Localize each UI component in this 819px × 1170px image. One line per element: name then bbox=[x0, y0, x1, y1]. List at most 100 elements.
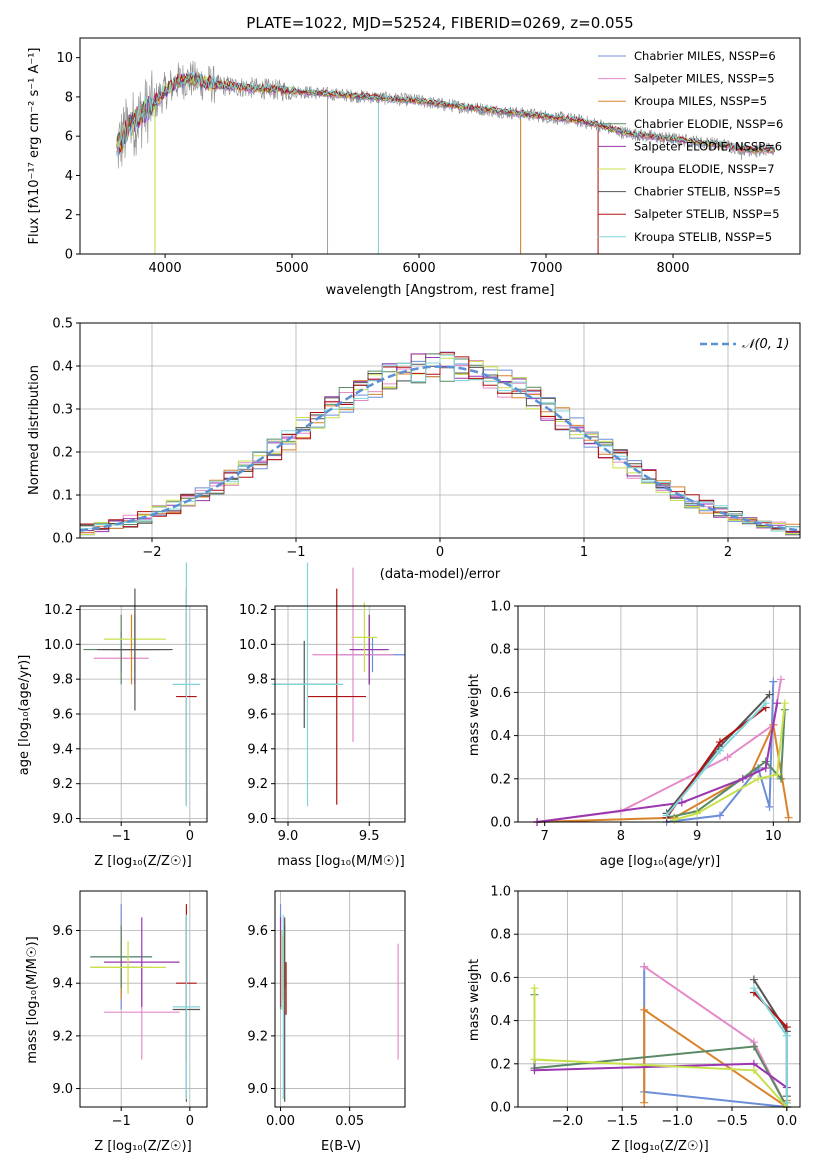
weight-age-xlabel: age [log₁₀(age/yr)] bbox=[600, 854, 721, 869]
axes-frame bbox=[79, 890, 208, 1108]
y-tick-label: 9.6 bbox=[52, 924, 73, 939]
weight-marker-chabrier_elodie bbox=[776, 774, 785, 783]
x-tick-label: 0.00 bbox=[266, 1114, 295, 1129]
residual-panel: −2 −1 0 1 2 0.0 0.1 0.2 0.3 0.4 0.5 (data-model)/e… bbox=[27, 317, 801, 582]
plot-data bbox=[533, 675, 793, 826]
y-tick-label: 0.0 bbox=[490, 1101, 511, 1116]
weight-marker-salpeter_miles bbox=[640, 962, 649, 971]
weight-marker-kroupa_stelib bbox=[715, 746, 724, 755]
y-tick-label: 9.8 bbox=[52, 673, 73, 688]
x-tick-label: −1.0 bbox=[661, 1114, 693, 1129]
weight-marker-salpeter_stelib bbox=[715, 738, 724, 747]
y-tick-label: 1.0 bbox=[490, 600, 511, 615]
weight-line-chabrier_miles bbox=[643, 966, 788, 1109]
weight-line-salpeter_elodie bbox=[536, 703, 779, 823]
y-tick-label: 0.1 bbox=[52, 489, 73, 504]
x-tick-label: 0.05 bbox=[335, 1114, 364, 1129]
x-tick-label: 7 bbox=[541, 829, 549, 844]
weight-marker-kroupa_stelib bbox=[782, 1031, 791, 1040]
weight-z-ylabel: mass weight bbox=[467, 959, 482, 1041]
y-tick-label: 0.4 bbox=[52, 360, 73, 375]
y-tick-label: 0.0 bbox=[490, 816, 511, 831]
y-tick-label: 9.4 bbox=[247, 977, 268, 992]
weight-marker-chabrier_stelib bbox=[765, 690, 774, 699]
x-tick-label: 0 bbox=[436, 545, 444, 560]
weight-marker-chabrier_elodie bbox=[749, 1042, 758, 1051]
weight-marker-salpeter_elodie bbox=[761, 764, 770, 772]
normal-legend-label: 𝒩(0, 1) bbox=[742, 337, 789, 352]
y-tick-label: 9.2 bbox=[247, 777, 268, 792]
legend-label-chabrier_stelib: Chabrier STELIB, NSSP=5 bbox=[634, 185, 781, 199]
x-tick-label: 9.5 bbox=[359, 829, 380, 844]
axes-frame bbox=[517, 890, 801, 1108]
weight-marker-kroupa_elodie bbox=[749, 1066, 758, 1075]
weight-marker-chabrier_miles bbox=[715, 811, 724, 820]
mass-vs-ebv-panel: 0.00 0.05 9.0 9.2 9.4 9.6 bbox=[247, 890, 406, 1129]
y-tick-label: 0.4 bbox=[490, 1014, 511, 1029]
weight-marker-salpeter_miles bbox=[776, 675, 785, 684]
y-tick-label: 10.0 bbox=[239, 638, 268, 653]
weight-line-salpeter_miles bbox=[536, 679, 782, 823]
y-tick-label: 4 bbox=[65, 169, 73, 184]
y-tick-label: 0.2 bbox=[490, 1057, 511, 1072]
weight-marker-chabrier_stelib bbox=[749, 975, 758, 984]
x-tick-label: −1 bbox=[112, 1114, 131, 1129]
weight-marker-kroupa_stelib bbox=[761, 699, 770, 708]
spectrum-ylabel: Flux [fλ10⁻¹⁷ erg cm⁻² s⁻¹ A⁻¹] bbox=[27, 48, 42, 245]
legend-label-salpeter_stelib: Salpeter STELIB, NSSP=5 bbox=[634, 207, 780, 221]
y-tick-label: 0.0 bbox=[52, 532, 73, 547]
weight-marker-kroupa_elodie bbox=[693, 809, 702, 818]
weight-marker-kroupa_elodie bbox=[754, 774, 763, 783]
y-tick-label: 10.2 bbox=[44, 603, 73, 618]
legend-label-chabrier_miles: Chabrier MILES, NSSP=6 bbox=[634, 49, 776, 63]
residual-data bbox=[79, 351, 801, 536]
age-mass-xlabel: mass [log₁₀(M/M☉)] bbox=[277, 854, 404, 869]
x-tick-label: 5000 bbox=[276, 261, 309, 276]
y-tick-label: 10.0 bbox=[44, 638, 73, 653]
x-tick-label: 4000 bbox=[149, 261, 182, 276]
age-vs-metallicity-panel: −1 0 9.0 9.2 9.4 9.6 9.8 10.0 10.2 bbox=[44, 562, 208, 844]
mass-z-xlabel: Z [log₁₀(Z/Z☉)] bbox=[94, 1139, 191, 1154]
weight-marker-kroupa_elodie bbox=[530, 984, 539, 993]
y-tick-label: 9.4 bbox=[247, 742, 268, 757]
x-tick-label: −2 bbox=[142, 545, 161, 560]
weight-line-chabrier_elodie bbox=[533, 994, 788, 1108]
legend-label-salpeter_miles: Salpeter MILES, NSSP=5 bbox=[634, 72, 775, 86]
axes-frame bbox=[274, 890, 406, 1108]
y-tick-label: 9.0 bbox=[52, 812, 73, 827]
y-tick-label: 9.8 bbox=[247, 673, 268, 688]
residual-xlabel: (data-model)/error bbox=[380, 567, 501, 582]
age-z-ylabel: age [log₁₀(age/yr)] bbox=[17, 655, 32, 776]
x-tick-label: 8000 bbox=[656, 261, 689, 276]
x-tick-label: 0 bbox=[186, 1114, 194, 1129]
y-tick-label: 0.3 bbox=[52, 403, 73, 418]
y-tick-label: 1.0 bbox=[490, 885, 511, 900]
plot-data bbox=[83, 562, 201, 807]
normal-curve bbox=[79, 365, 801, 532]
weight-age-ylabel: mass weight bbox=[467, 674, 482, 756]
y-tick-label: 0.2 bbox=[490, 772, 511, 787]
x-tick-label: 7000 bbox=[529, 261, 562, 276]
plot-data bbox=[279, 904, 399, 1102]
x-tick-label: 0 bbox=[186, 829, 194, 844]
weight-marker-kroupa_stelib bbox=[782, 1098, 791, 1107]
spectrum-panel: PLATE=1022, MJD=52524, FIBERID=0269, z=0… bbox=[27, 14, 801, 298]
y-tick-label: 9.4 bbox=[52, 977, 73, 992]
model-spectrum-salpeter_stelib bbox=[116, 71, 775, 153]
y-tick-label: 0.8 bbox=[490, 928, 511, 943]
weight-line-salpeter_stelib bbox=[753, 991, 788, 1028]
x-tick-label: −2.0 bbox=[552, 1114, 584, 1129]
y-tick-label: 10 bbox=[56, 51, 73, 66]
spectrum-axes-frame bbox=[79, 37, 801, 255]
weight-marker-kroupa_stelib bbox=[749, 984, 758, 993]
y-tick-label: 9.6 bbox=[52, 708, 73, 723]
weight-marker-kroupa_miles bbox=[640, 1005, 649, 1014]
weight-marker-kroupa_elodie bbox=[670, 815, 679, 824]
y-tick-label: 9.6 bbox=[247, 924, 268, 939]
x-tick-label: −1 bbox=[112, 829, 131, 844]
x-tick-label: 8 bbox=[617, 829, 625, 844]
y-tick-label: 0.5 bbox=[52, 317, 73, 332]
x-tick-label: 1 bbox=[580, 545, 588, 560]
plot-data bbox=[90, 904, 201, 1102]
x-tick-label: 9.0 bbox=[278, 829, 299, 844]
